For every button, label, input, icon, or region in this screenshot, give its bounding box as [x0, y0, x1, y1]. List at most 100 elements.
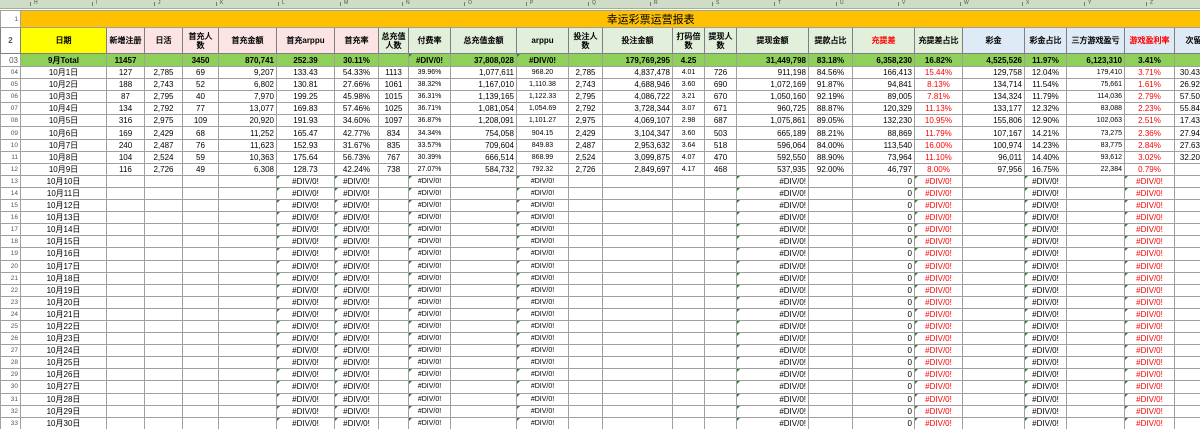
- cell-pay_amt[interactable]: [450, 380, 517, 394]
- cell-pay_amt[interactable]: [450, 368, 517, 382]
- cell-net_rate[interactable]: #DIV/0!: [914, 344, 963, 358]
- cell-pay_rate[interactable]: 34.34%: [408, 126, 451, 140]
- cell-date[interactable]: 10月2日: [20, 78, 107, 92]
- cell-third_pl[interactable]: [1066, 223, 1125, 237]
- row-number[interactable]: 1: [0, 10, 21, 28]
- cell-wd_users[interactable]: [704, 307, 737, 321]
- cell-net_diff[interactable]: 0: [852, 344, 915, 358]
- cell-bet_users[interactable]: [568, 186, 603, 201]
- cell-pay_users[interactable]: [378, 368, 409, 382]
- cell-pay_rate[interactable]: #DIV/0!: [408, 271, 451, 285]
- cell-date[interactable]: 10月15日: [20, 235, 107, 249]
- cell-first_users[interactable]: [182, 368, 219, 382]
- row-number[interactable]: 15: [0, 199, 21, 213]
- cell-pay_rate[interactable]: #DIV/0!: [408, 259, 451, 273]
- cell-pay_rate[interactable]: #DIV/0!: [408, 186, 451, 201]
- cell-pay_rate[interactable]: 36.71%: [408, 102, 451, 116]
- cell-third_pl[interactable]: 22,384: [1066, 162, 1125, 176]
- cell-bonus[interactable]: 100,974: [962, 138, 1025, 152]
- cell-bonus[interactable]: 129,758: [962, 65, 1025, 80]
- cell-game_profit[interactable]: 0.79%: [1124, 162, 1175, 176]
- cell-pay_users[interactable]: 738: [378, 162, 409, 176]
- cell-game_profit[interactable]: #DIV/0!: [1124, 356, 1175, 370]
- cell-first_users[interactable]: [182, 332, 219, 346]
- cell-date[interactable]: 10月11日: [20, 186, 107, 201]
- cell-bet_users[interactable]: [568, 319, 603, 334]
- table-row[interactable]: 16 10月13日 #DIV/0! #DIV/0! #DIV/0! #DIV/0! #DIV…: [0, 211, 1200, 225]
- cell-first_arppu[interactable]: 199.25: [276, 90, 335, 104]
- cell-game_profit[interactable]: #DIV/0!: [1124, 392, 1175, 406]
- cell-first_users[interactable]: 52: [182, 78, 219, 92]
- cell-wd_rate[interactable]: [808, 404, 853, 418]
- cell-dau[interactable]: [144, 392, 183, 406]
- cell-date[interactable]: 10月13日: [20, 211, 107, 225]
- cell-first_arppu[interactable]: #DIV/0!: [276, 356, 335, 370]
- cell-first_users[interactable]: [182, 295, 219, 309]
- cell-ret_next[interactable]: [1174, 416, 1200, 429]
- cell-wd_rate[interactable]: [808, 392, 853, 406]
- cell-new_reg[interactable]: 11457: [106, 53, 145, 67]
- cell-game_profit[interactable]: 3.41%: [1124, 53, 1175, 67]
- cell-net_diff[interactable]: 0: [852, 319, 915, 334]
- row-number[interactable]: 13: [0, 174, 21, 188]
- cell-wd_rate[interactable]: [808, 211, 853, 225]
- cell-first_amt[interactable]: [218, 332, 277, 346]
- row-number[interactable]: 05: [0, 78, 21, 92]
- cell-bonus_rate[interactable]: #DIV/0!: [1024, 247, 1067, 261]
- cell-bonus_rate[interactable]: #DIV/0!: [1024, 319, 1067, 334]
- cell-bonus_rate[interactable]: 11.97%: [1024, 53, 1067, 67]
- cell-first_users[interactable]: [182, 319, 219, 334]
- row-number[interactable]: 04: [0, 65, 21, 80]
- cell-pay_users[interactable]: 834: [378, 126, 409, 140]
- cell-net_rate[interactable]: #DIV/0!: [914, 368, 963, 382]
- table-row[interactable]: 26 10月23日 #DIV/0! #DIV/0! #DIV/0! #DIV/0! #DIV…: [0, 332, 1200, 346]
- cell-game_profit[interactable]: #DIV/0!: [1124, 174, 1175, 188]
- cell-first_arppu[interactable]: #DIV/0!: [276, 199, 335, 213]
- row-number[interactable]: 31: [0, 392, 21, 406]
- cell-net_diff[interactable]: 113,540: [852, 138, 915, 152]
- cell-pay_rate[interactable]: #DIV/0!: [408, 295, 451, 309]
- cell-pay_amt[interactable]: [450, 344, 517, 358]
- cell-new_reg[interactable]: [106, 211, 145, 225]
- cell-first_amt[interactable]: [218, 247, 277, 261]
- table-row[interactable]: 11 10月8日 104 2,524 59 10,363 175.64 56.73% 767 30…: [0, 150, 1200, 164]
- cell-bonus_rate[interactable]: 16.75%: [1024, 162, 1067, 176]
- cell-first_rate[interactable]: 57.46%: [334, 102, 379, 116]
- cell-bonus_rate[interactable]: #DIV/0!: [1024, 368, 1067, 382]
- table-row[interactable]: 17 10月14日 #DIV/0! #DIV/0! #DIV/0! #DIV/0! #DIV…: [0, 223, 1200, 237]
- cell-bet_users[interactable]: 2,487: [568, 138, 603, 152]
- cell-code_ratio[interactable]: [672, 223, 705, 237]
- cell-net_rate[interactable]: 7.81%: [914, 90, 963, 104]
- cell-pay_amt[interactable]: [450, 271, 517, 285]
- cell-date[interactable]: 9月Total: [20, 53, 107, 67]
- cell-date[interactable]: 10月20日: [20, 295, 107, 309]
- cell-wd_rate[interactable]: 84.00%: [808, 138, 853, 152]
- cell-first_amt[interactable]: 10,363: [218, 150, 277, 164]
- cell-first_amt[interactable]: 11,623: [218, 138, 277, 152]
- cell-new_reg[interactable]: [106, 223, 145, 237]
- cell-first_users[interactable]: [182, 199, 219, 213]
- cell-net_diff[interactable]: 166,413: [852, 65, 915, 80]
- cell-first_amt[interactable]: [218, 223, 277, 237]
- cell-third_pl[interactable]: [1066, 404, 1125, 418]
- cell-dau[interactable]: [144, 319, 183, 334]
- column-header-wd_amt[interactable]: 提现金额: [736, 27, 809, 54]
- cell-bonus_rate[interactable]: #DIV/0!: [1024, 223, 1067, 237]
- cell-new_reg[interactable]: 104: [106, 150, 145, 164]
- cell-first_amt[interactable]: [218, 380, 277, 394]
- cell-dau[interactable]: 2,726: [144, 162, 183, 176]
- cell-first_amt[interactable]: [218, 283, 277, 297]
- cell-code_ratio[interactable]: 4.07: [672, 150, 705, 164]
- cell-bet_amt[interactable]: [602, 259, 673, 273]
- cell-dau[interactable]: [144, 53, 183, 67]
- cell-bonus[interactable]: [962, 319, 1025, 334]
- cell-net_rate[interactable]: #DIV/0!: [914, 211, 963, 225]
- cell-code_ratio[interactable]: [672, 259, 705, 273]
- cell-wd_rate[interactable]: [808, 186, 853, 201]
- cell-wd_users[interactable]: [704, 223, 737, 237]
- cell-third_pl[interactable]: [1066, 344, 1125, 358]
- cell-code_ratio[interactable]: [672, 356, 705, 370]
- cell-bet_users[interactable]: [568, 344, 603, 358]
- cell-wd_rate[interactable]: [808, 295, 853, 309]
- cell-wd_amt[interactable]: 596,064: [736, 138, 809, 152]
